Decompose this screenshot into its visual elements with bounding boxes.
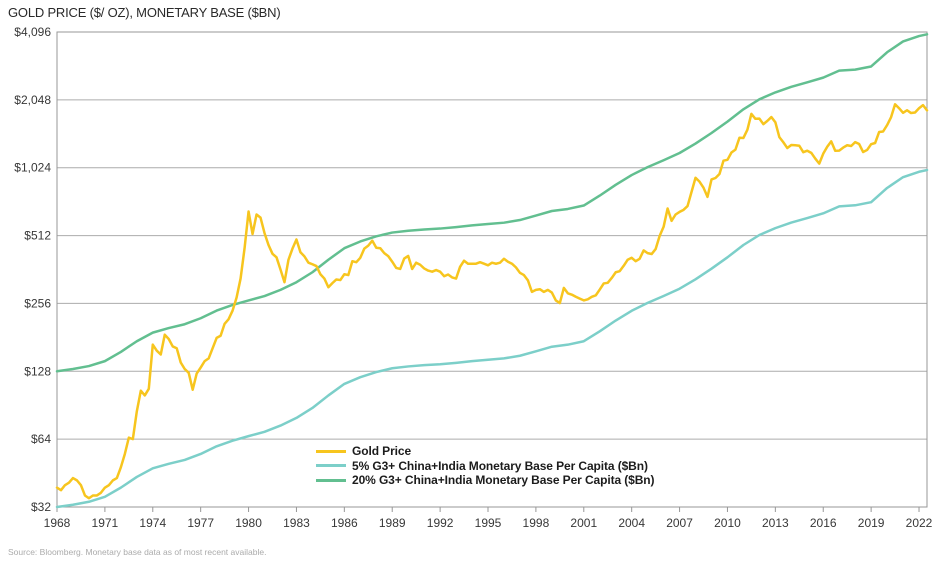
- legend-swatch-20-g3-china-india-monetary-base-per-capita-bn: [316, 478, 346, 482]
- series-line-20-g3-china-india-monetary-base-per-capita-bn: [55, 33, 929, 373]
- legend-swatch-5-g3-china-india-monetary-base-per-capita-bn: [316, 464, 346, 468]
- legend-label-gold-price: Gold Price: [352, 444, 412, 459]
- legend-label-20-g3-china-india-monetary-base-per-capita-bn: 20% G3+ China+India Monetary Base Per Ca…: [352, 473, 655, 488]
- chart-title: GOLD PRICE ($/ OZ), MONETARY BASE ($BN): [8, 5, 281, 20]
- x-axis-label: 1974: [139, 516, 166, 530]
- x-axis-label: 1980: [235, 516, 262, 530]
- chart-legend: Gold Price 5% G3+ China+India Monetary Ba…: [316, 444, 655, 488]
- x-axis-label: 1977: [187, 516, 214, 530]
- x-axis-label: 1989: [379, 516, 406, 530]
- x-axis-label: 2004: [618, 516, 645, 530]
- y-axis-label: $32: [31, 500, 51, 514]
- x-axis-label: 1971: [92, 516, 119, 530]
- y-axis-label: $2,048: [14, 93, 51, 107]
- legend-item-gold-price: Gold Price: [316, 444, 654, 459]
- x-axis-label: 2001: [570, 516, 597, 530]
- x-axis-label: 1983: [283, 516, 310, 530]
- source-note: Source: Bloomberg. Monetary base data as…: [8, 547, 267, 557]
- x-axis-label: 2010: [714, 516, 741, 530]
- x-axis-label: 2019: [858, 516, 885, 530]
- x-axis-label: 2022: [906, 516, 933, 530]
- legend-swatch-gold-price: [316, 449, 346, 453]
- x-axis-label: 2016: [810, 516, 837, 530]
- legend-label-5-g3-china-india-monetary-base-per-capita-bn: 5% G3+ China+India Monetary Base Per Cap…: [352, 458, 648, 473]
- plot-border: [56, 31, 928, 508]
- x-axis-label: 1968: [44, 516, 71, 530]
- x-axis-label: 1986: [331, 516, 358, 530]
- y-axis-label: $512: [24, 229, 51, 243]
- legend-item-5-g3-china-india-monetary-base-per-capita-bn: 5% G3+ China+India Monetary Base Per Cap…: [316, 459, 654, 474]
- x-axis-label: 1995: [475, 516, 502, 530]
- y-axis-label: $256: [24, 296, 51, 310]
- y-axis-label: $4,096: [14, 25, 51, 39]
- x-axis-label: 2007: [666, 516, 693, 530]
- y-axis-label: $1,024: [14, 161, 51, 175]
- legend-item-20-g3-china-india-monetary-base-per-capita-bn: 20% G3+ China+India Monetary Base Per Ca…: [316, 473, 655, 488]
- x-axis-label: 2013: [762, 516, 789, 530]
- y-axis-label: $64: [31, 432, 51, 446]
- y-axis-label: $128: [24, 364, 51, 378]
- x-axis-label: 1998: [523, 516, 550, 530]
- series-line-gold-price: [55, 103, 929, 500]
- x-axis-label: 1992: [427, 516, 454, 530]
- series-line-5-g3-china-india-monetary-base-per-capita-bn: [55, 168, 929, 509]
